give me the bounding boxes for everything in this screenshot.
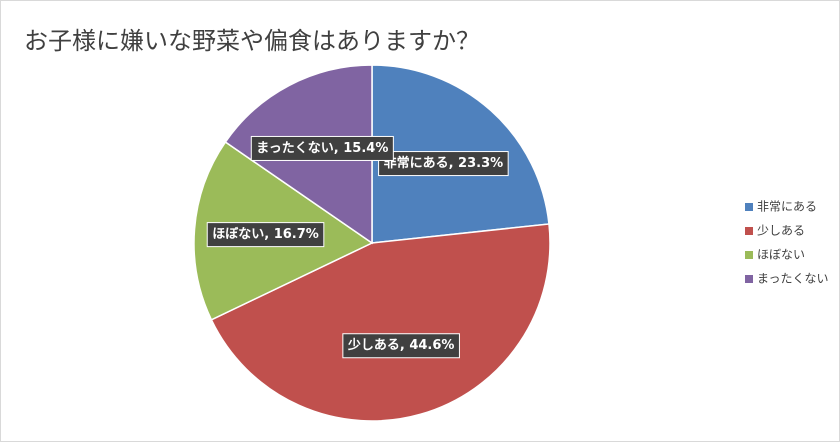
- data-label-box: [342, 333, 460, 359]
- legend-label: 少しある: [757, 224, 805, 238]
- data-label-text: ほぼない, 16.7%: [212, 227, 319, 242]
- data-label-box: [206, 222, 325, 248]
- data-label: 非常にある, 23.3%: [378, 151, 509, 177]
- data-label-text: 非常にある, 23.3%: [384, 155, 504, 171]
- pie-slice: [210, 223, 551, 422]
- data-label-text: 少しある, 44.6%: [347, 337, 455, 353]
- legend-label: 非常にある: [757, 200, 817, 214]
- chart-title: お子様に嫌いな野菜や偏食はありますか？: [24, 27, 480, 55]
- legend-label: ほぼない: [757, 248, 805, 262]
- legend-swatch: [745, 275, 753, 283]
- data-label: 少しある, 44.6%: [342, 333, 460, 359]
- data-label-box: [378, 151, 509, 177]
- data-label: まったくない, 15.4%: [250, 135, 394, 161]
- legend-swatch: [745, 203, 753, 211]
- legend-label: まったくない: [757, 272, 829, 286]
- legend-swatch: [745, 251, 753, 259]
- data-label-text: まったくない, 15.4%: [256, 141, 388, 156]
- legend-swatch: [745, 227, 753, 235]
- data-label: ほぼない, 16.7%: [206, 222, 325, 248]
- data-label-box: [250, 135, 394, 161]
